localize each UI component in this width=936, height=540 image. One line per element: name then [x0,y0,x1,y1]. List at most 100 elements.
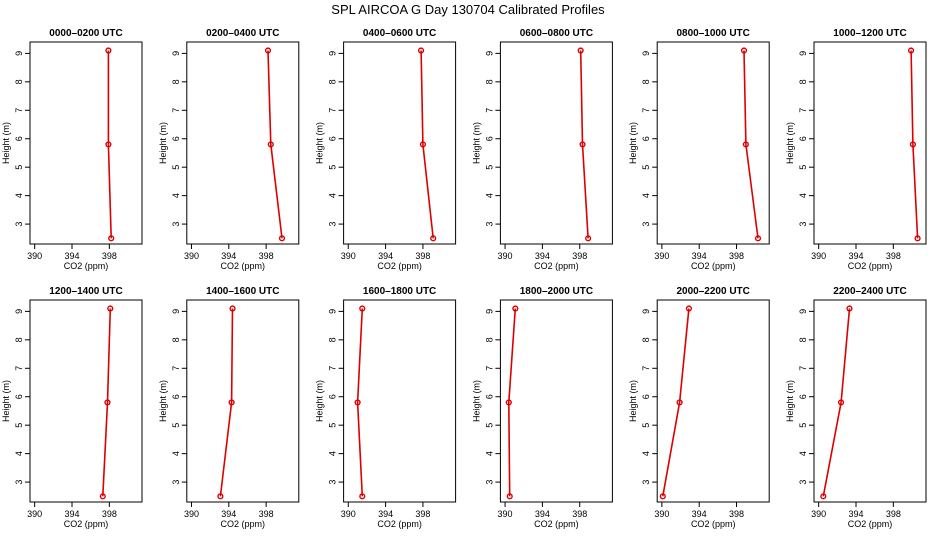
profile-point [359,493,366,500]
y-axis-label: Height (m) [1,122,11,164]
y-tick-label: 3 [484,222,494,227]
plot-frame [813,41,927,245]
x-tick-label: 390 [654,251,669,261]
panel-title: 1400–1600 UTC [206,286,279,297]
x-tick-label: 394 [692,251,707,261]
y-tick-label: 5 [171,165,181,170]
profile-point [105,47,112,54]
y-tick-label: 7 [328,108,338,113]
profile-line [267,50,283,239]
figure-title: SPL AIRCOA G Day 130704 Calibrated Profi… [331,2,605,17]
panel-title: 0200–0400 UTC [206,28,279,39]
y-tick-label: 3 [484,480,494,485]
y-axis-label: Height (m) [628,122,638,164]
y-tick-label: 5 [484,423,494,428]
y-tick-label: 6 [798,136,808,141]
panel-title: 1000–1200 UTC [833,28,906,39]
plot-frame [343,299,457,503]
y-axis-label: Height (m) [471,122,481,164]
panel-5: 1000–1200 UTC 390 394 398 3 4 5 6 7 8 9 CO2 (ppm) He… [785,28,927,271]
profile-line [910,50,919,239]
panel-3: 0600–0800 UTC 390 394 398 3 4 5 6 7 8 9 CO2 (ppm) He… [471,28,613,271]
y-tick-label: 3 [798,480,808,485]
profile-point [659,493,666,500]
y-tick-label: 5 [171,423,181,428]
profile-point [267,141,274,148]
x-tick-label: 398 [886,509,901,519]
profile-point [217,493,224,500]
panel-title: 0400–0600 UTC [363,28,436,39]
y-tick-label: 3 [798,222,808,227]
profile-point [107,305,114,312]
profile-point [754,235,762,242]
x-tick-label: 398 [729,509,744,519]
plot-frame [656,299,770,503]
profile-point [417,47,425,54]
y-tick-label: 9 [328,309,338,314]
y-axis-label: Height (m) [785,122,795,164]
y-tick-label: 3 [14,480,24,485]
y-tick-label: 3 [641,222,651,227]
y-tick-label: 9 [798,309,808,314]
panel-title: 2000–2200 UTC [677,286,750,297]
profile-line [579,50,589,239]
profile-point [105,141,112,148]
y-tick-label: 4 [484,451,494,456]
y-tick-label: 9 [171,51,181,56]
y-tick-label: 7 [641,366,651,371]
x-tick-label: 398 [729,251,744,261]
y-tick-label: 5 [14,423,24,428]
y-tick-label: 3 [328,480,338,485]
x-tick-label: 398 [259,251,274,261]
x-tick-label: 390 [654,509,669,519]
y-tick-label: 8 [641,79,651,84]
plot-frame [813,299,927,503]
panel-0: 0000–0200 UTC 390 394 398 3 4 5 6 7 8 9 CO2 (ppm) He… [1,28,143,271]
panel-title: 1600–1800 UTC [363,286,436,297]
y-tick-label: 7 [798,108,808,113]
profile-point [512,305,519,312]
profile-point [909,141,917,148]
x-axis-label: CO2 (ppm) [377,519,422,529]
y-tick-label: 6 [171,394,181,399]
y-tick-label: 5 [641,423,651,428]
y-tick-label: 8 [328,79,338,84]
plot-frame [186,299,300,503]
x-tick-label: 390 [341,509,356,519]
y-tick-label: 4 [798,193,808,198]
profile-point [742,141,749,148]
y-tick-label: 9 [641,51,651,56]
x-tick-label: 398 [415,251,430,261]
x-tick-label: 394 [848,509,863,519]
y-tick-label: 8 [14,337,24,342]
profile-point [907,47,915,54]
y-tick-label: 9 [798,51,808,56]
plot-frame [656,41,770,245]
y-tick-label: 4 [171,451,181,456]
panel-6: 1200–1400 UTC 390 394 398 3 4 5 6 7 8 9 CO2 (ppm) He… [1,286,143,529]
y-tick-label: 8 [641,337,651,342]
x-tick-label: 394 [848,251,863,261]
y-axis-label: Height (m) [471,380,481,422]
profile-point [228,399,235,406]
profile-point [846,305,853,312]
x-tick-label: 390 [498,251,513,261]
x-axis-label: CO2 (ppm) [691,261,736,271]
x-axis-label: CO2 (ppm) [848,519,893,529]
plot-frame [29,41,143,245]
x-axis-label: CO2 (ppm) [64,519,109,529]
y-tick-label: 3 [14,222,24,227]
profile-point [837,399,845,406]
x-axis-label: CO2 (ppm) [221,261,266,271]
x-tick-label: 394 [535,251,550,261]
y-axis-label: Height (m) [785,380,795,422]
x-tick-label: 394 [378,509,393,519]
y-tick-label: 9 [484,309,494,314]
y-tick-label: 5 [484,165,494,170]
y-tick-label: 9 [14,309,24,314]
y-tick-label: 9 [328,51,338,56]
panel-1: 0200–0400 UTC 390 394 398 3 4 5 6 7 8 9 CO2 (ppm) He… [158,28,300,271]
panel-2: 0400–0600 UTC 390 394 398 3 4 5 6 7 8 9 CO2 (ppm) He… [315,28,457,271]
x-axis-label: CO2 (ppm) [848,261,893,271]
